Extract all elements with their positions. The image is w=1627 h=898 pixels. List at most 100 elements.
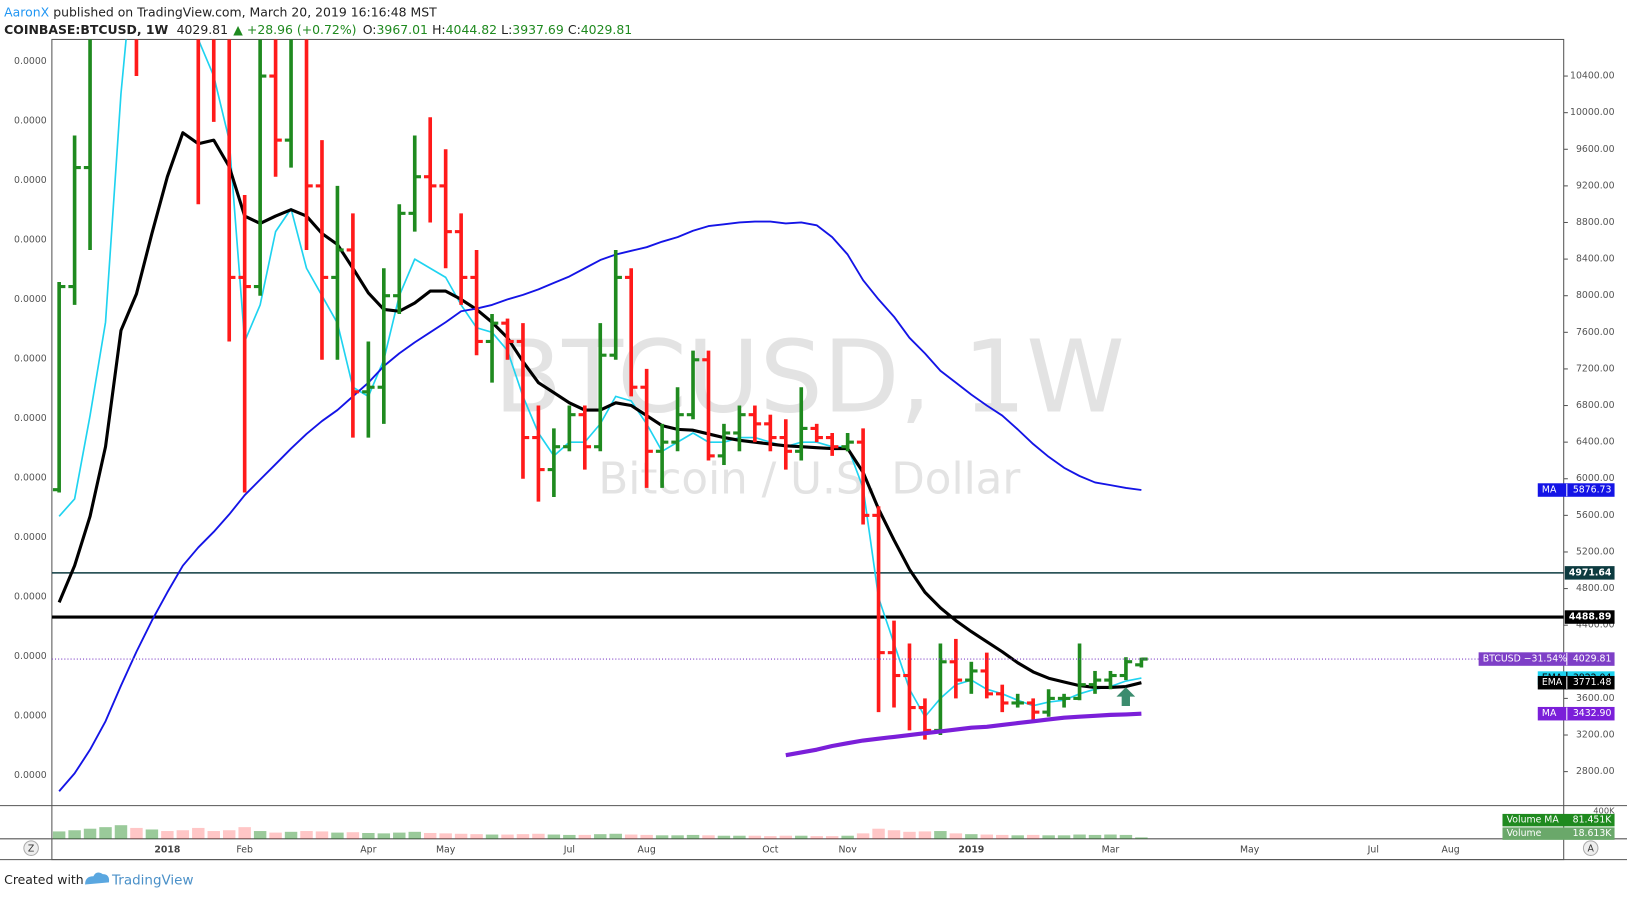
- plot-area: [51, 39, 1564, 792]
- left-axis-label: 0.0000: [14, 115, 47, 126]
- volume-bar: [423, 832, 437, 839]
- y-tick-label: 8800.00: [1576, 217, 1615, 228]
- direction: ▲: [233, 22, 243, 37]
- volume-bar: [1135, 837, 1148, 839]
- overlay: 2800.003200.003600.004000.004400.004800.…: [14, 56, 1615, 856]
- volume-bar: [563, 834, 576, 839]
- volume-bar: [810, 836, 823, 839]
- button-frame[interactable]: [1582, 840, 1599, 856]
- symbol-label: BTCUSD −31.54%: [1483, 654, 1567, 665]
- ohlc-value: 3967.01: [377, 22, 428, 37]
- volume-label-value: 18.613K: [1573, 828, 1613, 839]
- volume-bar: [1119, 834, 1133, 839]
- watermark: BTCUSD, 1W: [494, 320, 1125, 435]
- volume-bar: [99, 827, 112, 839]
- volume-bar: [192, 827, 205, 839]
- x-tick-label: Mar: [1102, 845, 1120, 856]
- x-tick-label: Aug: [638, 845, 656, 856]
- left-axis-label: 0.0000: [14, 651, 47, 662]
- left-axis-label: 0.0000: [14, 294, 47, 305]
- volume-bar: [362, 832, 375, 839]
- last-price: 4029.81: [177, 22, 228, 37]
- volume-label-name: Volume MA: [1507, 815, 1560, 826]
- left-axis-label: 0.0000: [14, 770, 47, 781]
- x-tick-label: Jul: [563, 845, 575, 856]
- left-axis-label: 0.0000: [14, 234, 47, 245]
- volume-bar: [83, 828, 97, 839]
- volume-bar: [918, 831, 932, 839]
- x-tick-label: May: [1240, 845, 1260, 856]
- volume-bar: [702, 835, 715, 839]
- y-tick-label: 2800.00: [1576, 766, 1615, 777]
- y-tick-label: 10400.00: [1570, 71, 1615, 82]
- series-label-name: MA: [1542, 708, 1557, 719]
- volume-bar: [594, 834, 607, 839]
- y-tick-label: 6000.00: [1576, 473, 1615, 484]
- price-label-box: [1564, 566, 1615, 580]
- x-tick-label: May: [436, 845, 456, 856]
- price-label: 4971.64: [1569, 567, 1612, 578]
- volume-bar: [640, 834, 653, 839]
- x-tick-label: Apr: [360, 845, 376, 856]
- published: published on TradingView.com, March 20, …: [53, 4, 437, 19]
- volume-bar: [779, 835, 793, 839]
- y-tick-label: 9600.00: [1576, 144, 1615, 155]
- series-label-name: EMA: [1542, 677, 1563, 688]
- button-frame[interactable]: [23, 840, 39, 856]
- indicator-line: [58, 220, 1142, 792]
- legend-line: COINBASE:BTCUSD, 1W 4029.81 ▲ +28.96 (+0.72…: [4, 22, 632, 37]
- y-tick-label: 6800.00: [1576, 400, 1615, 411]
- y-tick-label: 7200.00: [1576, 363, 1615, 374]
- logo-icon: [85, 872, 110, 885]
- volume-bar: [161, 831, 174, 839]
- y-tick-label: 5200.00: [1576, 546, 1615, 557]
- volume-bar: [114, 825, 128, 839]
- x-tick-label: Feb: [236, 845, 253, 856]
- volume-bar: [377, 833, 391, 839]
- ohlc-value: 3937.69: [512, 22, 564, 37]
- volume-bar: [130, 827, 143, 839]
- scale-button[interactable]: Z: [28, 844, 34, 855]
- y-tick-label: 9200.00: [1576, 180, 1615, 191]
- ohlc-value: 4029.81: [581, 22, 632, 37]
- y-tick-label: 7600.00: [1576, 327, 1615, 338]
- volume-bar: [609, 833, 622, 839]
- volume-bar: [238, 827, 251, 839]
- auto-button[interactable]: A: [1587, 844, 1594, 855]
- volume-bar: [686, 834, 700, 839]
- volume-bar: [1026, 834, 1040, 839]
- volume-bar: [1057, 835, 1071, 839]
- volume-bar: [532, 833, 545, 839]
- price-label: 4029.81: [1573, 654, 1612, 665]
- volume-bar: [269, 832, 282, 839]
- publish-line: AaronX published on TradingView.com, Marc…: [4, 4, 437, 19]
- indicator-line: [785, 711, 1142, 758]
- volume-bar: [1104, 834, 1117, 839]
- price-label-box: [1537, 706, 1615, 721]
- left-axis-label: 0.0000: [14, 473, 47, 484]
- footer-brand[interactable]: TradingView: [111, 872, 193, 888]
- volume-bar: [176, 830, 190, 839]
- volume-bar: [68, 830, 81, 839]
- volume-bar: [300, 831, 313, 839]
- price-label-box: [1537, 675, 1615, 690]
- y-tick-label: 4400.00: [1576, 620, 1615, 631]
- left-axis-label: 0.0000: [14, 353, 47, 364]
- volume-bar: [717, 835, 731, 839]
- symbol: COINBASE:BTCUSD, 1W: [4, 22, 168, 37]
- series-label-name: MA: [1542, 485, 1557, 496]
- volume-bar: [501, 834, 514, 839]
- volume-bar: [315, 831, 329, 839]
- y-tick-label: 6400.00: [1576, 437, 1615, 448]
- volume-bar: [996, 834, 1009, 839]
- ohlc-label: O:: [363, 22, 377, 37]
- volume-bar: [980, 834, 994, 839]
- price-label: 4488.89: [1569, 612, 1611, 623]
- volume-bar: [331, 832, 344, 839]
- y-tick-label: 8400.00: [1576, 254, 1615, 265]
- author[interactable]: AaronX: [4, 4, 49, 19]
- volume-bar: [393, 832, 406, 839]
- volume-bar: [748, 835, 762, 839]
